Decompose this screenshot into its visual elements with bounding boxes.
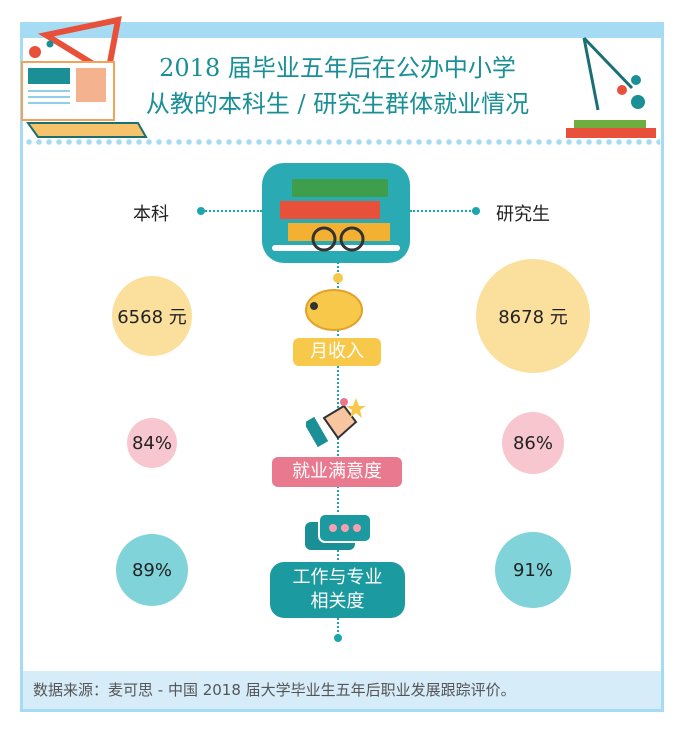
page-title: 2018 届毕业五年后在公办中小学 从教的本科生 / 研究生群体就业情况 [0, 50, 675, 122]
income-graduate-circle: 8678 元 [476, 259, 590, 373]
income-undergrad-circle: 6568 元 [112, 276, 192, 356]
relevance-label: 工作与专业 相关度 [270, 562, 405, 618]
connector-dot [472, 207, 480, 215]
source-footer: 数据来源：麦可思 - 中国 2018 届大学毕业生五年后职业发展跟踪评价。 [23, 671, 661, 709]
books-icon [262, 163, 410, 263]
chat-hearts-icon [305, 513, 372, 550]
dotted-divider [24, 139, 660, 145]
connector-left [202, 210, 262, 212]
group-label-graduate: 研究生 [496, 204, 550, 225]
title-line-2: 从教的本科生 / 研究生群体就业情况 [145, 90, 530, 118]
thumbs-up-icon [306, 398, 366, 448]
connector-right [410, 210, 474, 212]
satisfaction-graduate-circle: 86% [502, 412, 564, 474]
center-axis-line [337, 262, 339, 640]
compass-books-illustration [566, 36, 656, 138]
laptop-triangle-illustration [21, 16, 148, 138]
group-label-undergrad: 本科 [133, 204, 169, 225]
satisfaction-undergrad-circle: 84% [127, 418, 177, 468]
piggy-bank-icon [305, 273, 363, 331]
connector-dot [197, 207, 205, 215]
satisfaction-label: 就业满意度 [272, 457, 402, 487]
income-label: 月收入 [293, 338, 381, 366]
top-bar [20, 22, 664, 38]
axis-end-dot [334, 634, 342, 642]
relevance-graduate-circle: 91% [495, 532, 571, 608]
relevance-undergrad-circle: 89% [116, 534, 188, 606]
title-line-1: 2018 届毕业五年后在公办中小学 [159, 54, 516, 82]
